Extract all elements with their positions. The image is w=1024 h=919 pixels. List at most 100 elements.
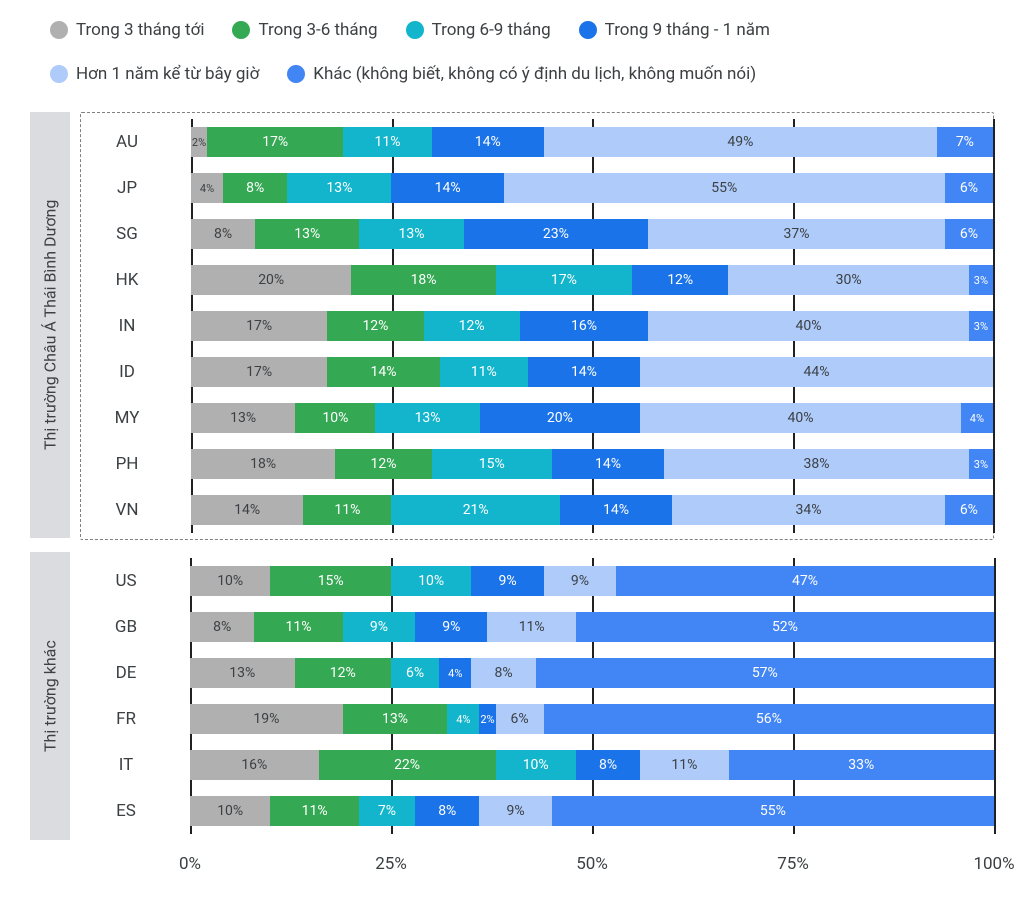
legend-swatch — [287, 65, 305, 83]
table-row: GB8%11%9%9%11%52% — [80, 604, 994, 650]
segment-value: 10% — [322, 410, 348, 426]
bar-segment: 14% — [552, 449, 664, 479]
bar-area: 8%13%13%23%37%6% — [191, 211, 993, 257]
bar-segment: 40% — [640, 403, 961, 433]
bar-segment: 9% — [479, 796, 551, 826]
bar-segment: 17% — [191, 311, 327, 341]
bar-segment: 14% — [528, 357, 640, 387]
legend-swatch — [579, 21, 597, 39]
bar-segment: 11% — [254, 612, 342, 642]
bar-segment: 11% — [440, 357, 528, 387]
segment-value: 13% — [230, 410, 256, 426]
segment-value: 17% — [551, 272, 577, 288]
bar-segment: 10% — [190, 796, 270, 826]
segment-value: 9% — [571, 573, 589, 589]
bar-segment: 15% — [270, 566, 391, 596]
bar-segment: 6% — [945, 173, 993, 203]
bar-area: 8%11%9%9%11%52% — [190, 604, 994, 650]
bar-segment: 4% — [191, 173, 223, 203]
segment-value: 12% — [459, 318, 485, 334]
bar-segment: 12% — [335, 449, 431, 479]
bar-segment: 7% — [937, 127, 993, 157]
segment-value: 4% — [200, 182, 214, 195]
segment-value: 13% — [399, 226, 425, 242]
segment-value: 55% — [760, 803, 786, 819]
stacked-bar: 4%8%13%14%55%6% — [191, 173, 993, 203]
stacked-bar: 2% 17% 11% 14% 49% 7% — [191, 127, 993, 157]
segment-value: 14% — [475, 134, 501, 150]
stacked-bar: 8%13%13%23%37%6% — [191, 219, 993, 249]
segment-value: 17% — [262, 134, 288, 150]
bar-segment: 57% — [536, 658, 994, 688]
bar-segment: 12% — [632, 265, 728, 295]
segment-value: 9% — [498, 573, 516, 589]
bar-segment: 17% — [496, 265, 632, 295]
segment-value: 16% — [571, 318, 597, 334]
bar-area: 16%22%10%8%11%33% — [190, 742, 994, 788]
segment-value: 6% — [960, 502, 978, 518]
legend-item: Trong 6-9 tháng — [406, 20, 551, 40]
segment-value: 13% — [294, 226, 320, 242]
segment-value: 12% — [362, 318, 388, 334]
bar-segment: 8% — [415, 796, 479, 826]
segment-value: 47% — [792, 573, 818, 589]
segment-value: 6% — [511, 711, 529, 727]
segment-value: 30% — [836, 272, 862, 288]
axis-tick-label: 0% — [179, 854, 201, 874]
segment-value: 13% — [415, 410, 441, 426]
group: AU2%17%11%14%49%7%JP4%8%13%14%55%6%SG8%1… — [80, 112, 994, 540]
segment-value: 14% — [370, 364, 396, 380]
bar-segment: 11% — [343, 127, 431, 157]
bar-segment: 4% — [961, 403, 993, 433]
bar-segment: 56% — [544, 704, 994, 734]
bar-segment: 6% — [496, 704, 544, 734]
segment-value: 12% — [330, 665, 356, 681]
legend-label: Khác (không biết, không có ý định du lịc… — [313, 64, 756, 84]
segment-value: 40% — [796, 318, 822, 334]
segment-value: 38% — [804, 456, 830, 472]
legend-swatch — [232, 21, 250, 39]
segment-value: 11% — [334, 502, 360, 518]
stacked-bar: 13%10%13%20%40%4% — [191, 403, 993, 433]
table-row: ES10%11%7%8%9%55% — [80, 788, 994, 834]
segment-value: 14% — [603, 502, 629, 518]
stacked-bar: 10%15%10% 9% 9% 47% — [190, 566, 994, 596]
segment-value: 40% — [787, 410, 813, 426]
segment-value: 34% — [795, 502, 821, 518]
bar-segment: 17% — [207, 127, 343, 157]
bar-segment: 11% — [487, 612, 575, 642]
segment-value: 10% — [217, 803, 243, 819]
row-label: US — [80, 571, 190, 591]
row-label: HK — [81, 270, 191, 290]
segment-value: 56% — [756, 711, 782, 727]
bar-segment: 2% — [191, 127, 207, 157]
table-row: DE13%12%6%4%8%57% — [80, 650, 994, 696]
legend-item: Hơn 1 năm kể từ bây giờ — [50, 64, 259, 84]
bar-segment: 13% — [287, 173, 391, 203]
bar-segment: 10% — [391, 566, 471, 596]
bar-segment: 4% — [439, 658, 471, 688]
segment-value: 9% — [442, 619, 460, 635]
stacked-bar: 16%22%10%8%11%33% — [190, 750, 994, 780]
segment-value: 20% — [258, 272, 284, 288]
table-row: ID17%14%11%14%44% — [81, 349, 993, 395]
bar-segment: 8% — [471, 658, 535, 688]
segment-value: 11% — [471, 364, 497, 380]
table-row: PH18%12%15%14%38%3% — [81, 441, 993, 487]
bar-segment: 8% — [576, 750, 640, 780]
bar-segment: 10% — [190, 566, 270, 596]
segment-value: 19% — [253, 711, 279, 727]
bar-area: 17%12%12%16%40%3% — [191, 303, 993, 349]
legend-item: Trong 3-6 tháng — [232, 20, 377, 40]
row-label: GB — [80, 617, 190, 637]
table-row: JP4%8%13%14%55%6% — [81, 165, 993, 211]
group-label: Thị trường Châu Á Thái Bình Dương — [30, 112, 70, 538]
row-label: AU — [81, 132, 191, 152]
segment-value: 49% — [727, 134, 753, 150]
bar-segment: 40% — [648, 311, 969, 341]
group-label: Thị trường khác — [30, 552, 70, 840]
segment-value: 8% — [246, 180, 264, 196]
segment-value: 6% — [960, 180, 978, 196]
segment-value: 11% — [671, 757, 697, 773]
segment-value: 13% — [229, 665, 255, 681]
